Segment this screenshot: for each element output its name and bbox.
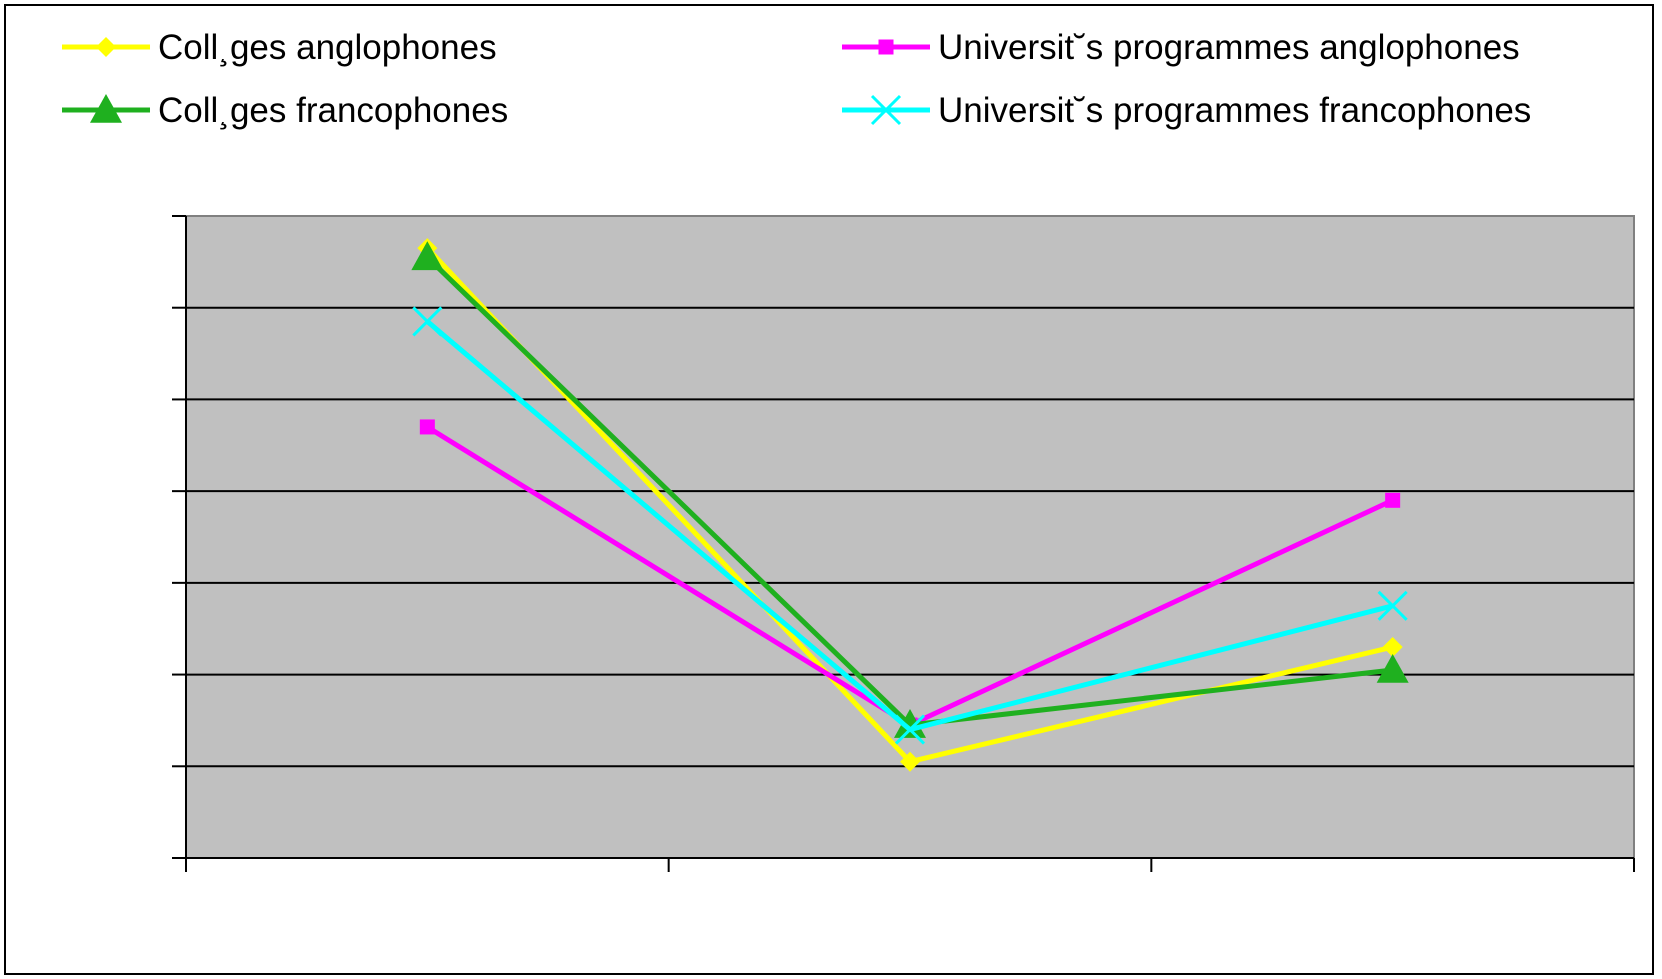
data-point	[1385, 492, 1401, 508]
legend-label: Coll¸ges anglophones	[158, 28, 497, 67]
data-point	[1376, 653, 1409, 683]
legend-item: Coll¸ges anglophones	[62, 28, 497, 67]
series-4	[412, 306, 1408, 745]
data-point	[894, 714, 926, 745]
data-point	[1382, 637, 1403, 658]
legend-marker	[90, 94, 122, 123]
data-point	[411, 241, 444, 271]
legend-item: Universit˘s programmes francophones	[842, 91, 1531, 130]
legend-marker	[96, 37, 116, 57]
data-point	[412, 306, 443, 337]
legend-marker	[870, 94, 902, 126]
legend-item: Universit˘s programmes anglophones	[842, 28, 1520, 67]
data-point	[1377, 590, 1408, 621]
data-point	[419, 419, 435, 435]
legend-item: Coll¸ges francophones	[62, 91, 508, 130]
legend-label: Universit˘s programmes francophones	[938, 91, 1531, 130]
legend: Coll¸ges anglophones Universit˘s programm…	[62, 28, 1531, 130]
data-point	[900, 751, 920, 772]
legend-label: Universit˘s programmes anglophones	[938, 28, 1520, 67]
legend-label: Coll¸ges francophones	[158, 91, 508, 130]
series-layer	[411, 238, 1409, 772]
series-3	[411, 241, 1409, 738]
axes	[172, 215, 1635, 872]
data-point	[894, 709, 926, 738]
legend-marker	[878, 39, 894, 55]
